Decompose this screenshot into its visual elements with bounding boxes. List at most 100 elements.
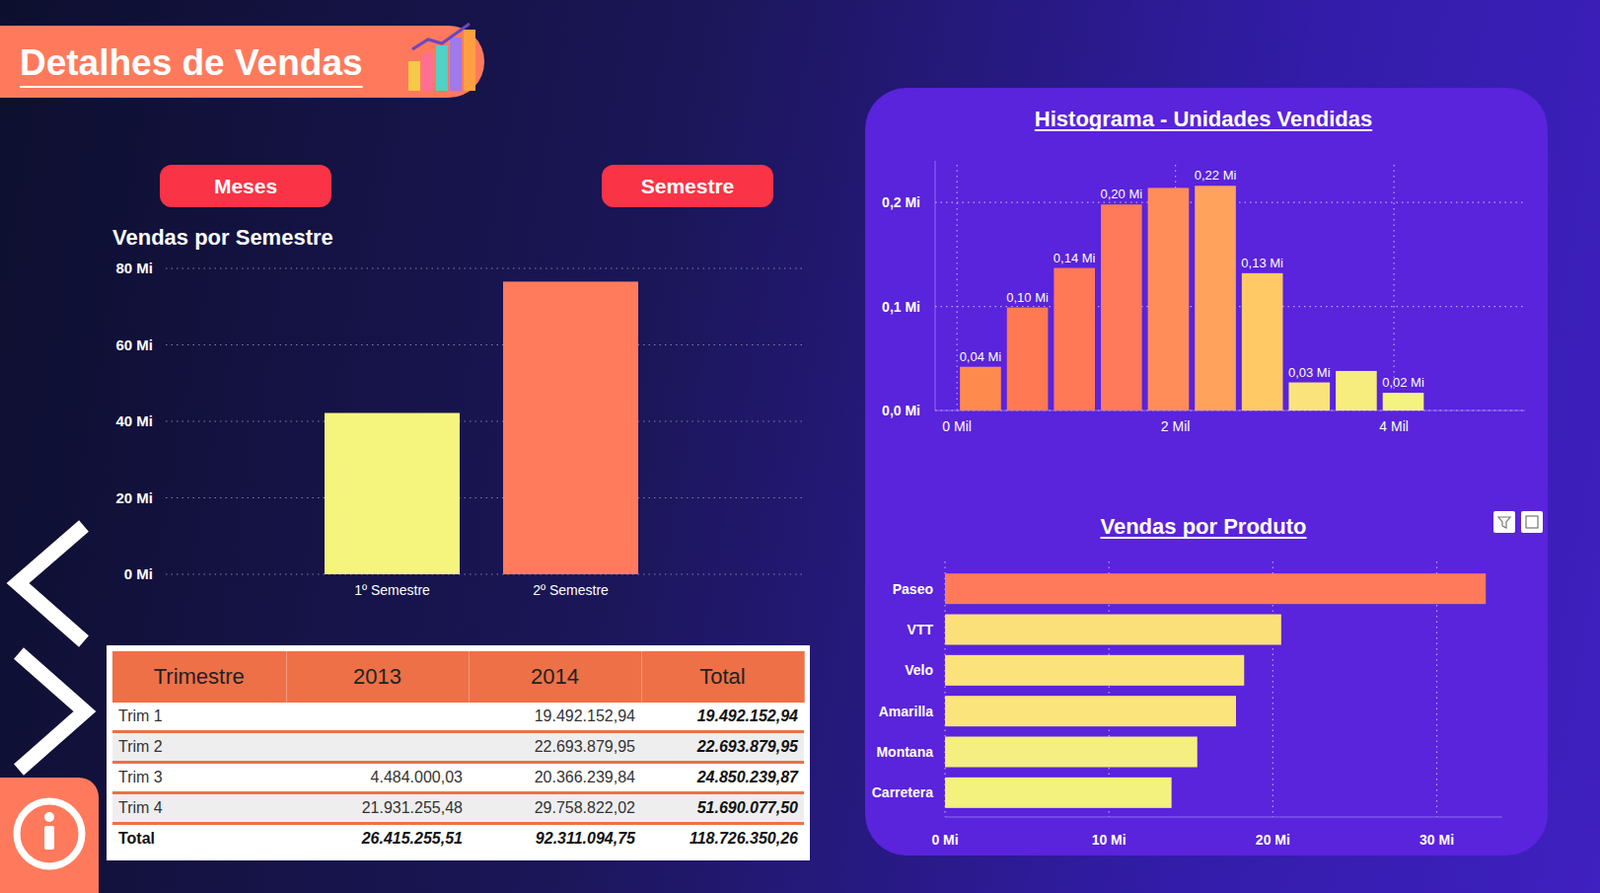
grid-line	[165, 573, 806, 575]
y-tick-label: VTT	[907, 621, 935, 638]
table-cell: 29.758.822,02	[468, 793, 642, 824]
y-tick-label: 0,2 Mi	[881, 194, 921, 211]
nav-prev[interactable]	[17, 525, 84, 642]
y-tick-label: 0,0 Mi	[881, 402, 921, 419]
icon-bar	[463, 29, 476, 91]
total-cell: Total	[112, 823, 287, 854]
button-bg[interactable]	[601, 164, 774, 208]
table-cell: Trim 3	[112, 762, 287, 794]
histogram-bar	[1194, 185, 1237, 411]
icon-bar	[449, 37, 462, 91]
bar	[945, 777, 1172, 808]
data-label: 0,04 Mi	[959, 349, 1003, 364]
header-cell: 2014	[468, 651, 642, 703]
data-label: 0,20 Mi	[1099, 186, 1143, 202]
x-tick-label: 0 Mil	[942, 418, 972, 435]
x-tick-label: 10 Mi	[1091, 831, 1127, 848]
histogram-bar	[959, 366, 1002, 411]
y-tick-label: Velo	[904, 661, 934, 678]
table-container: Trimestre20132014TotalTrim 119.492.152,9…	[106, 645, 810, 861]
table-row: Trim 222.693.879,9522.693.879,95	[112, 731, 804, 763]
grid-line	[165, 267, 806, 269]
page-title: Detalhes de Vendas	[19, 42, 364, 83]
bar	[945, 573, 1486, 604]
sales-table: Trimestre20132014TotalTrim 119.492.152,9…	[112, 651, 805, 853]
focus-icon[interactable]	[1521, 510, 1543, 533]
title-underline	[1034, 129, 1373, 132]
grid-line	[1393, 160, 1395, 411]
info-box[interactable]	[0, 777, 99, 893]
data-label: 0,03 Mi	[1288, 364, 1331, 380]
icon-bar	[408, 61, 421, 91]
table-body: Trim 1 19.492.152,9419.492.152,94Trim 222…	[112, 702, 804, 853]
title-underline	[1099, 536, 1307, 539]
root: Detalhes de Vendas Meses Semestre Vendas po…	[0, 0, 1600, 893]
table-cell: 24.850.239,87	[641, 762, 804, 794]
data-label: 0,14 Mi	[1053, 250, 1096, 266]
nav-button[interactable]: Semestre	[601, 164, 774, 208]
table-row: Trim 421.931.255,4829.758.822,0251.690.0…	[112, 793, 804, 824]
table-cell: 20.366.239,84	[468, 762, 642, 794]
icon-bar	[436, 45, 448, 91]
y-axis-line	[935, 160, 937, 411]
histogram-bar	[1148, 187, 1190, 411]
header-cell: Trimestre	[112, 651, 287, 703]
icon-line	[412, 23, 470, 50]
nav-next[interactable]	[18, 653, 85, 770]
table-cell: 4.484.000,03	[286, 762, 469, 794]
data-label: 0,22 Mi	[1194, 167, 1237, 183]
histogram-bar	[1007, 307, 1049, 411]
table-cell: Trim 1	[112, 702, 287, 732]
bars	[959, 185, 1424, 411]
chart-title: Histograma - Unidades Vendidas	[1034, 106, 1373, 132]
y-tick-label: 0,1 Mi	[881, 298, 921, 315]
button-label[interactable]: Semestre	[641, 174, 735, 198]
data-label: 0,10 Mi	[1006, 290, 1049, 305]
y-tick-label: 0 Mi	[124, 565, 153, 582]
chart-title: Vendas por Produto	[1099, 513, 1307, 539]
histogram-bar	[1053, 268, 1095, 411]
x-tick-label: 2º Semestre	[532, 581, 609, 598]
y-tick-label: 40 Mi	[115, 412, 153, 430]
data-label: 0,13 Mi	[1240, 255, 1284, 271]
y-tick-label: Carretera	[872, 784, 934, 800]
bar	[945, 695, 1237, 727]
grid-line	[165, 420, 806, 422]
table-cell: 19.492.152,94	[641, 702, 804, 732]
table-cell	[286, 731, 469, 763]
filter-icon[interactable]	[1493, 510, 1516, 533]
data-label: 0,02 Mi	[1381, 374, 1425, 390]
info-circle	[16, 800, 82, 867]
filter-glyph	[1498, 516, 1511, 528]
button-label[interactable]: Meses	[214, 174, 278, 198]
histogram-bar	[1100, 204, 1143, 411]
button-bg[interactable]	[159, 164, 332, 208]
right-panel	[865, 87, 1548, 856]
x-tick-label: 0 Mi	[931, 831, 958, 848]
x-tick-label: 4 Mil	[1379, 418, 1409, 435]
title-icon	[408, 23, 476, 91]
bar	[945, 614, 1282, 646]
histogram-bar	[1241, 273, 1284, 411]
total-cell: 92.311.094,75	[468, 823, 642, 854]
x-tick-label: 20 Mi	[1255, 831, 1291, 848]
bars	[945, 573, 1486, 808]
table-head: Trimestre20132014Total	[112, 651, 804, 703]
bar	[945, 736, 1198, 768]
header-row: Trimestre20132014Total	[112, 651, 804, 703]
table-cell: 19.492.152,94	[468, 702, 642, 732]
histogram-bar	[1288, 382, 1330, 411]
y-tick-label: Paseo	[892, 581, 934, 597]
bar	[945, 654, 1244, 686]
bar	[503, 281, 639, 575]
x-tick-label: 30 Mi	[1419, 831, 1455, 848]
header-cell: 2013	[286, 651, 469, 703]
table-cell: 51.690.077,50	[641, 793, 804, 824]
bar	[324, 413, 460, 575]
grid-line	[165, 497, 806, 499]
y-tick-label: Amarilla	[878, 703, 934, 720]
bars	[324, 281, 639, 575]
nav-button[interactable]: Meses	[159, 164, 332, 208]
title-underline	[19, 85, 364, 88]
info-dot	[44, 811, 55, 822]
